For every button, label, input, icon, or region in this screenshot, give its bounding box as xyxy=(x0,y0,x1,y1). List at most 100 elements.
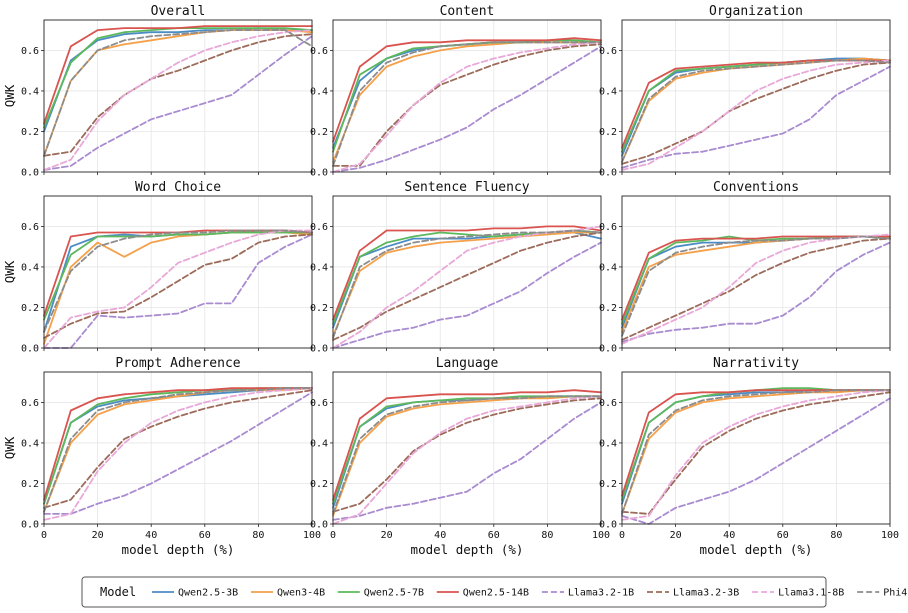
y-tick-label: 0.0 xyxy=(599,168,617,179)
series-line-qwen3-4b xyxy=(332,231,602,337)
series-line-qwen3-4b xyxy=(43,387,313,513)
panel-frame xyxy=(621,19,891,173)
series-line-llama3-2-3b xyxy=(332,231,602,341)
series-line-llama3-1-8b xyxy=(332,395,602,525)
series-line-llama3-2-3b xyxy=(43,33,313,157)
series-line-phi4-3-8b xyxy=(621,59,891,163)
y-tick-label: 0.6 xyxy=(599,46,617,57)
series-line-qwen2-5-7b xyxy=(43,387,313,505)
legend-item-phi4-3-8b: Phi4-3.8B xyxy=(857,588,908,599)
series-line-llama3-1-8b xyxy=(43,229,313,349)
panel-title: Word Choice xyxy=(135,180,221,195)
y-tick-label: 0.0 xyxy=(310,520,328,531)
y-tick-label: 0.2 xyxy=(599,479,617,490)
series-line-qwen2-5-7b xyxy=(621,387,891,501)
x-tick-label: 60 xyxy=(488,530,500,541)
series-line-qwen3-4b xyxy=(621,389,891,515)
panel-title: Language xyxy=(436,356,499,371)
legend: Model Qwen2.5-3B Qwen3-4B Qwen2.5-7B Qwen2.… xyxy=(81,576,908,608)
panel-title: Narrativity xyxy=(713,356,799,371)
panel-frame xyxy=(43,371,313,525)
legend-label: Qwen2.5-14B xyxy=(463,588,529,599)
panel-conventions: Conventions 0.0 0.2 0.4 0.6 xyxy=(599,180,891,355)
legend-item-llama3-2-1b: Llama3.2-1B xyxy=(541,588,634,599)
series-line-qwen2-5-7b xyxy=(332,395,602,505)
series-line-llama3-2-1b xyxy=(43,35,313,171)
series-line-llama3-1-8b xyxy=(332,225,602,349)
y-tick-label: 0.4 xyxy=(599,438,617,449)
series-line-llama3-1-8b xyxy=(621,59,891,171)
y-tick-label: 0.2 xyxy=(310,303,328,314)
series-line-qwen3-4b xyxy=(43,29,313,157)
x-tick-label: 40 xyxy=(723,530,735,541)
panel-narrativity: Narrativity 0.0 0.2 0.4 0.6 0 20 40 60 80 100 model… xyxy=(599,356,899,557)
series-line-llama3-1-8b xyxy=(621,389,891,521)
panel-language: Language 0.0 0.2 0.4 0.6 0 20 40 60 80 100 model de… xyxy=(310,356,610,557)
x-tick-label: 40 xyxy=(145,530,157,541)
y-axis-label: QWK xyxy=(2,436,17,459)
legend-label: Phi4-3.8B xyxy=(883,588,908,599)
series-line-qwen2-5-3b xyxy=(43,27,313,133)
x-tick-label: 40 xyxy=(434,530,446,541)
y-tick-label: 0.4 xyxy=(21,262,39,273)
y-tick-label: 0.2 xyxy=(599,303,617,314)
x-tick-label: 80 xyxy=(541,530,553,541)
series-line-qwen2-5-3b xyxy=(332,41,602,149)
series-line-qwen2-5-14b xyxy=(43,229,313,317)
legend-item-llama3-1-8b: Llama3.1-8B xyxy=(752,588,844,599)
panel-sentence-fluency: Sentence Fluency 0.0 0.2 0.4 0.6 xyxy=(310,180,602,355)
series-line-phi4-3-8b xyxy=(332,395,602,515)
y-tick-label: 0.0 xyxy=(599,344,617,355)
y-tick-label: 0.4 xyxy=(21,438,39,449)
y-tick-label: 0.0 xyxy=(21,520,39,531)
series-line-qwen2-5-14b xyxy=(621,59,891,149)
series-line-qwen2-5-7b xyxy=(43,231,313,321)
y-tick-label: 0.6 xyxy=(599,398,617,409)
series-line-phi4-3-8b xyxy=(621,235,891,337)
legend-label: Llama3.2-1B xyxy=(568,588,634,599)
y-axis-label: QWK xyxy=(2,260,17,283)
x-tick-label: 0 xyxy=(619,530,625,541)
x-tick-label: 0 xyxy=(41,530,47,541)
legend-item-qwen3-4b: Qwen3-4B xyxy=(251,588,325,599)
series-line-llama3-2-3b xyxy=(621,237,891,341)
legend-item-llama3-2-3b: Llama3.2-3B xyxy=(647,588,739,599)
subplot-grid: Overall 0.0 0.2 0.4 0.6 QWK Content 0.0 0.2 0.4 0.… xyxy=(2,4,899,557)
x-axis-label: model depth (%) xyxy=(122,542,235,557)
y-tick-label: 0.2 xyxy=(21,303,39,314)
panel-word-choice: Word Choice 0.0 0.2 0.4 0.6 QWK xyxy=(2,180,313,355)
x-tick-label: 20 xyxy=(670,530,682,541)
panel-title: Prompt Adherence xyxy=(115,356,240,371)
legend-item-qwen2-5-7b: Qwen2.5-7B xyxy=(337,588,424,599)
x-tick-label: 60 xyxy=(777,530,789,541)
series-line-qwen2-5-3b xyxy=(621,389,891,505)
series-line-qwen2-5-7b xyxy=(621,235,891,325)
series-line-llama3-2-3b xyxy=(43,233,313,339)
panel-content: Content 0.0 0.2 0.4 0.6 xyxy=(310,4,602,179)
x-tick-label: 20 xyxy=(381,530,393,541)
panel-title: Sentence Fluency xyxy=(404,180,529,195)
legend-items: Qwen2.5-3B Qwen3-4B Qwen2.5-7B Qwen2.5-14B L… xyxy=(152,588,908,599)
series-line-phi4-3-8b xyxy=(43,229,313,333)
x-tick-label: 80 xyxy=(252,530,264,541)
panel-frame xyxy=(332,195,602,349)
panel-frame xyxy=(621,195,891,349)
legend-item-qwen2-5-14b: Qwen2.5-14B xyxy=(436,588,529,599)
panel-frame xyxy=(43,195,313,349)
series-line-llama3-2-1b xyxy=(621,397,891,525)
series-line-qwen2-5-7b xyxy=(332,229,602,325)
y-axis-label: QWK xyxy=(2,84,17,107)
y-tick-label: 0.4 xyxy=(310,262,328,273)
y-tick-label: 0.6 xyxy=(21,222,39,233)
series-line-llama3-1-8b xyxy=(332,41,602,173)
x-axis-label: model depth (%) xyxy=(700,542,813,557)
y-tick-label: 0.0 xyxy=(310,344,328,355)
x-tick-label: 0 xyxy=(330,530,336,541)
y-tick-label: 0.0 xyxy=(599,520,617,531)
panel-title: Overall xyxy=(151,4,206,19)
legend-label: Llama3.1-8B xyxy=(778,588,844,599)
panel-frame xyxy=(43,19,313,173)
x-tick-label: 100 xyxy=(303,530,321,541)
y-tick-label: 0.6 xyxy=(21,398,39,409)
y-tick-label: 0.4 xyxy=(21,86,39,97)
